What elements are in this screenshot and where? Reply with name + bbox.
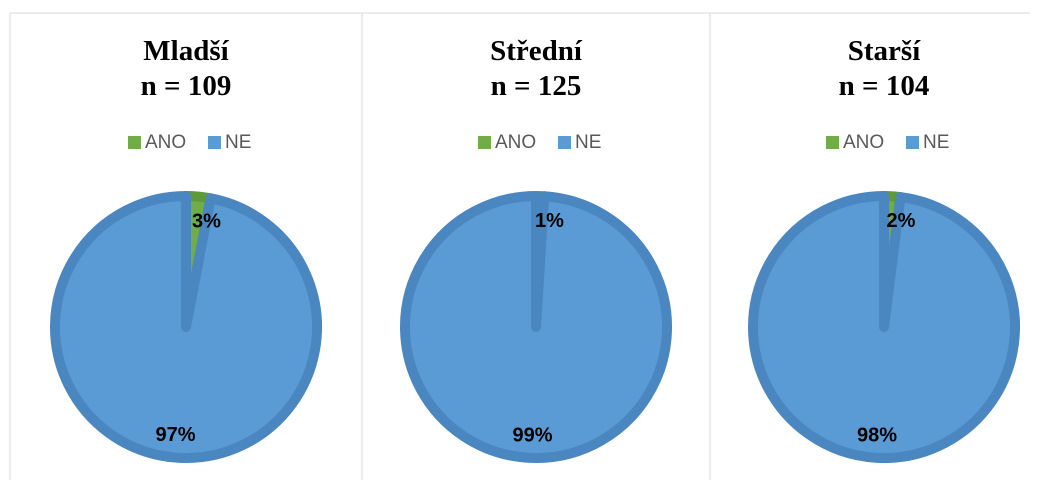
data-label: 2%	[887, 210, 916, 232]
data-label: 3%	[192, 210, 221, 232]
chart-subtitle: n = 125	[491, 70, 582, 102]
chart-title: Starší	[848, 35, 921, 67]
legend-swatch	[478, 136, 491, 149]
chart-title: Střední	[490, 35, 583, 67]
legend-label: NE	[575, 132, 601, 153]
chart-title: Mladší	[143, 35, 229, 67]
legend-label: ANO	[843, 132, 884, 153]
legend-swatch	[128, 136, 141, 149]
pie-slice	[400, 191, 672, 463]
legend-label: ANO	[495, 132, 536, 153]
data-label: 99%	[512, 425, 552, 447]
data-label: 98%	[857, 424, 897, 446]
pie-slice	[50, 191, 322, 463]
chart-subtitle: n = 104	[839, 70, 930, 102]
data-label: 97%	[156, 424, 196, 446]
legend-label: NE	[923, 132, 949, 153]
chart-subtitle: n = 109	[141, 70, 232, 102]
pie-slice	[748, 191, 1020, 463]
legend-label: NE	[225, 132, 251, 153]
legend-swatch	[558, 136, 571, 149]
legend-swatch	[906, 136, 919, 149]
data-label: 1%	[535, 210, 564, 232]
legend-swatch	[208, 136, 221, 149]
legend-swatch	[826, 136, 839, 149]
legend-label: ANO	[145, 132, 186, 153]
